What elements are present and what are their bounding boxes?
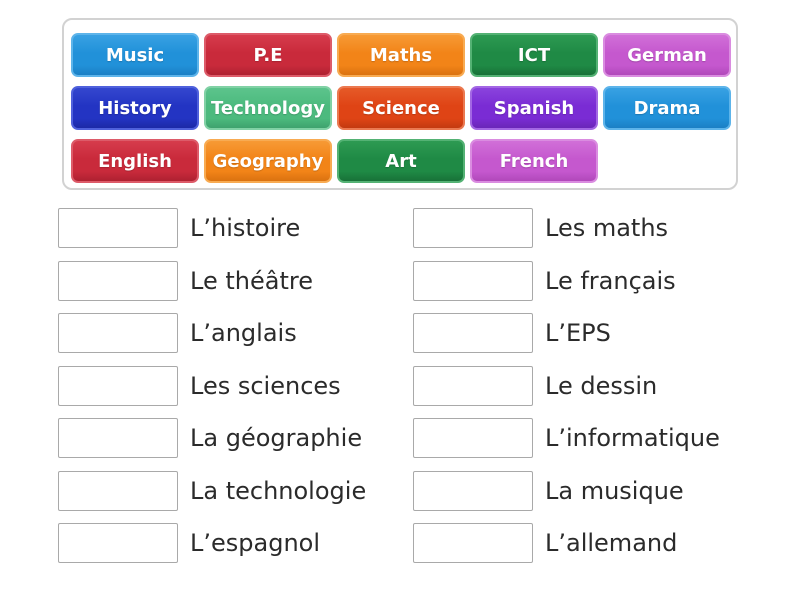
match-item-label: Le dessin: [545, 371, 658, 400]
match-item-label: Le théâtre: [190, 266, 313, 295]
match-item-label: La technologie: [190, 476, 367, 505]
match-item-label: L’informatique: [545, 424, 720, 452]
match-row: L’histoire: [58, 208, 366, 248]
match-column-right: Les maths Le français L’EPS Le dessin L’…: [413, 208, 720, 576]
match-item-label: Le français: [545, 266, 676, 295]
match-row: Le dessin: [413, 365, 720, 406]
answer-drop-slot[interactable]: [413, 418, 533, 458]
tile-art[interactable]: Art: [337, 139, 465, 183]
answer-drop-slot[interactable]: [413, 313, 533, 353]
answer-drop-slot[interactable]: [58, 260, 178, 301]
tile-german[interactable]: German: [603, 33, 731, 77]
match-item-label: L’allemand: [545, 529, 678, 557]
tile-technology[interactable]: Technology: [204, 86, 332, 130]
answer-drop-slot[interactable]: [58, 313, 178, 353]
match-row: La géographie: [58, 418, 366, 458]
tile-french[interactable]: French: [470, 139, 598, 183]
match-row: L’EPS: [413, 313, 720, 353]
match-item-label: La géographie: [190, 424, 363, 452]
tile-spanish[interactable]: Spanish: [470, 86, 598, 130]
tile-geography[interactable]: Geography: [204, 139, 332, 183]
answer-drop-slot[interactable]: [58, 365, 178, 406]
match-column-left: L’histoire Le théâtre L’anglais Les scie…: [58, 208, 366, 576]
answer-drop-slot[interactable]: [413, 365, 533, 406]
answer-drop-slot[interactable]: [58, 208, 178, 248]
match-row: Les maths: [413, 208, 720, 248]
match-row: L’espagnol: [58, 523, 366, 563]
tile-maths[interactable]: Maths: [337, 33, 465, 77]
match-row: La technologie: [58, 470, 367, 511]
tile-music[interactable]: Music: [71, 33, 199, 77]
match-item-label: L’espagnol: [190, 529, 321, 557]
tile-history[interactable]: History: [71, 86, 199, 130]
tile-pe[interactable]: P.E: [204, 33, 332, 77]
tile-drama[interactable]: Drama: [603, 86, 731, 130]
tile-tray: Music P.E Maths ICT German History Techn…: [62, 18, 738, 190]
match-row: L’informatique: [413, 418, 720, 458]
match-row: La musique: [413, 470, 720, 511]
match-row: Le théâtre: [58, 260, 366, 301]
match-item-label: Les maths: [545, 214, 669, 242]
answer-drop-slot[interactable]: [413, 470, 533, 511]
match-row: Les sciences: [58, 365, 366, 406]
tile-english[interactable]: English: [71, 139, 199, 183]
answer-drop-slot[interactable]: [413, 260, 533, 301]
answer-drop-slot[interactable]: [58, 418, 178, 458]
match-item-label: Les sciences: [190, 371, 341, 400]
match-item-label: La musique: [545, 476, 684, 505]
match-row: L’allemand: [413, 523, 720, 563]
match-item-label: L’EPS: [545, 319, 611, 347]
answer-drop-slot[interactable]: [413, 523, 533, 563]
answer-drop-slot[interactable]: [413, 208, 533, 248]
tile-science[interactable]: Science: [337, 86, 465, 130]
match-row: Le français: [413, 260, 720, 301]
answer-drop-slot[interactable]: [58, 523, 178, 563]
tile-ict[interactable]: ICT: [470, 33, 598, 77]
answer-drop-slot[interactable]: [58, 470, 178, 511]
match-item-label: L’histoire: [190, 214, 301, 242]
match-row: L’anglais: [58, 313, 366, 353]
match-item-label: L’anglais: [190, 319, 297, 347]
